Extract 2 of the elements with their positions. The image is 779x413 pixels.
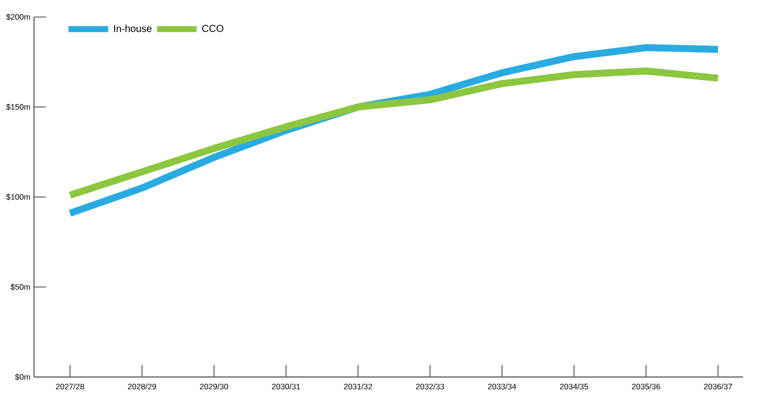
legend-label: In-house xyxy=(114,24,152,32)
legend-label: CCO xyxy=(202,24,224,32)
